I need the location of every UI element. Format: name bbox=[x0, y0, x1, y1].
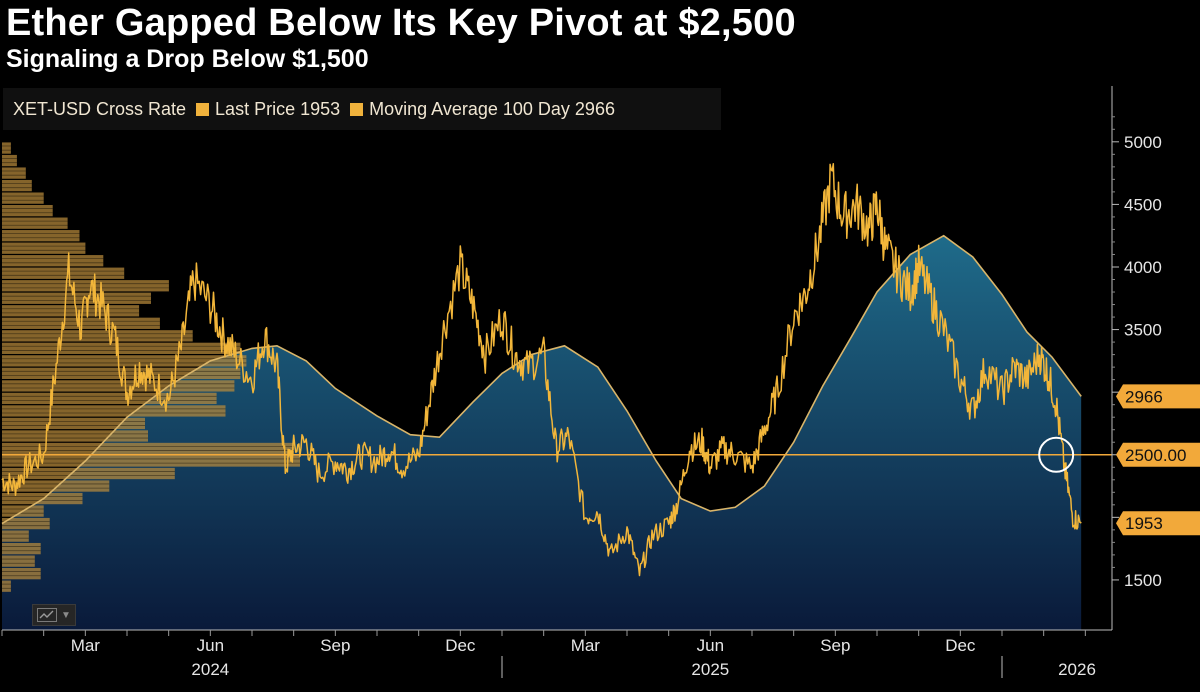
legend-swatch-last-price bbox=[196, 102, 210, 116]
legend-label-cross-rate: XET-USD Cross Rate bbox=[13, 98, 187, 119]
volume-profile-bar bbox=[2, 367, 241, 380]
x-tick-label: Dec bbox=[945, 636, 976, 655]
volume-profile-bar bbox=[2, 267, 125, 279]
legend-swatch-moving-average bbox=[350, 102, 364, 116]
axis-value-badge-shape bbox=[1116, 384, 1200, 409]
volume-profile-bar bbox=[2, 530, 29, 542]
axis-value-badge-label: 2500.00 bbox=[1125, 446, 1186, 465]
volume-profile-bar bbox=[2, 217, 68, 229]
volume-profile-bar bbox=[2, 142, 11, 154]
x-tick-label: Sep bbox=[320, 636, 350, 655]
chart-type-button[interactable]: ▼ bbox=[32, 604, 76, 626]
volume-profile-bar bbox=[2, 255, 104, 267]
volume-profile-bar bbox=[2, 405, 226, 417]
volume-profile-bar bbox=[2, 392, 217, 405]
volume-profile-bar bbox=[2, 305, 140, 317]
volume-profile-bar bbox=[2, 154, 17, 167]
volume-profile-bar bbox=[2, 580, 11, 592]
legend-item-last-price: Last Price 1953 bbox=[196, 99, 340, 120]
x-year-label: 2024 bbox=[191, 660, 229, 679]
moving-average-line bbox=[1, 234, 1082, 525]
x-tick-label: Jun bbox=[197, 636, 224, 655]
x-year-label: 2025 bbox=[691, 660, 729, 679]
chart-legend: XET-USD Cross Rate Last Price 1953 Movin… bbox=[3, 88, 721, 130]
x-tick-label: Dec bbox=[445, 636, 476, 655]
volume-profile-bar bbox=[2, 230, 80, 242]
chevron-down-icon: ▼ bbox=[61, 609, 71, 621]
price-line bbox=[1, 163, 1082, 577]
axis-value-badge-shape bbox=[1116, 442, 1200, 467]
volume-profile-bar bbox=[2, 192, 44, 204]
volume-profile-bar bbox=[2, 517, 50, 530]
volume-profile-bar bbox=[2, 380, 235, 392]
axis-value-badge: 2966 bbox=[1116, 384, 1200, 409]
axis-value-badge-label: 2966 bbox=[1125, 387, 1163, 406]
price-chart: 1500 3500 4000 4500 5000 2966 2500.00 1953 Mar Ju… bbox=[1, 86, 1200, 679]
axis-value-badge: 1953 bbox=[1116, 511, 1200, 536]
moving-average-area bbox=[2, 235, 1082, 630]
volume-profile-bar bbox=[2, 292, 151, 304]
volume-profile-bar bbox=[2, 555, 35, 567]
x-tick-label: Mar bbox=[571, 636, 601, 655]
chart-title: Ether Gapped Below Its Key Pivot at $2,5… bbox=[6, 2, 796, 44]
axis-value-badge-label: 1953 bbox=[1125, 514, 1163, 533]
volume-profile-bar bbox=[2, 467, 175, 480]
pivot-break-circle bbox=[1038, 436, 1075, 473]
volume-profile-bar bbox=[2, 542, 41, 555]
legend-label-moving-average: Moving Average 100 Day 2966 bbox=[369, 98, 615, 119]
x-tick-label: Mar bbox=[71, 636, 101, 655]
axis-value-badge-shape bbox=[1116, 511, 1200, 536]
volume-profile-bar bbox=[2, 355, 247, 367]
volume-profile-bar bbox=[2, 442, 294, 455]
axis-value-badge: 2500.00 bbox=[1116, 442, 1200, 467]
chart-subtitle: Signaling a Drop Below $1,500 bbox=[6, 45, 369, 73]
volume-profile-bar bbox=[2, 430, 148, 442]
volume-profile-bar bbox=[2, 167, 26, 179]
legend-item-cross-rate: XET-USD Cross Rate bbox=[13, 99, 186, 120]
x-tick-label: Jun bbox=[697, 636, 724, 655]
volume-profile-bar bbox=[2, 242, 86, 254]
volume-profile-bar bbox=[2, 455, 300, 467]
volume-profile-bar bbox=[2, 205, 53, 217]
volume-profile-bar bbox=[2, 280, 169, 292]
legend-label-last-price: Last Price 1953 bbox=[215, 98, 341, 119]
y-tick-label: 4000 bbox=[1124, 258, 1162, 277]
y-tick-label: 3500 bbox=[1124, 321, 1162, 340]
legend-item-moving-average: Moving Average 100 Day 2966 bbox=[350, 99, 615, 120]
volume-profile-bar bbox=[2, 568, 41, 580]
volume-profile-bar bbox=[2, 330, 193, 342]
volume-profile-bar bbox=[2, 480, 110, 492]
volume-profile-bar bbox=[2, 179, 32, 192]
volume-profile-bar bbox=[2, 417, 145, 430]
line-chart-icon bbox=[37, 608, 57, 622]
x-year-label: 2026 bbox=[1058, 660, 1096, 679]
volume-profile-bar bbox=[2, 342, 241, 354]
y-tick-label: 1500 bbox=[1124, 571, 1162, 590]
y-tick-label: 5000 bbox=[1124, 133, 1162, 152]
x-tick-label: Sep bbox=[820, 636, 850, 655]
y-tick-label: 4500 bbox=[1124, 195, 1162, 214]
